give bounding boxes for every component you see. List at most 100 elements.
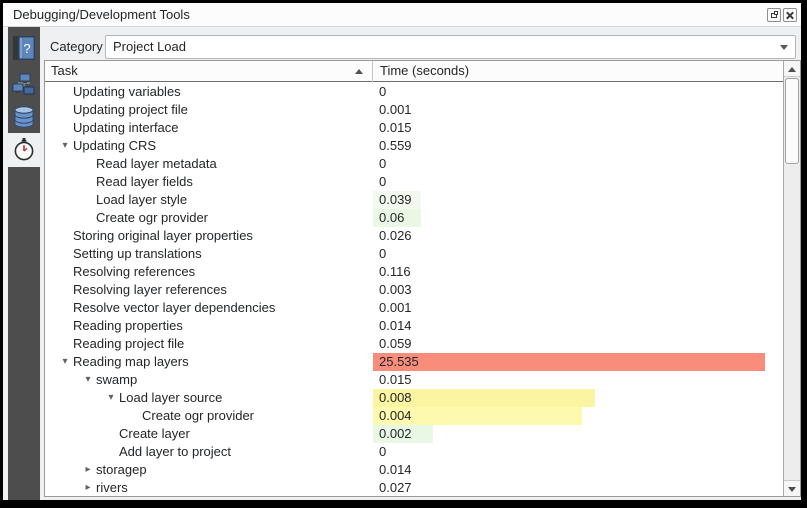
time-value: 0.001 [379, 102, 412, 117]
table-header: Task Time (seconds) [45, 61, 783, 82]
table-row[interactable]: Resolving layer references 0.003 [45, 281, 783, 299]
table-row[interactable]: ▸ storagep 0.014 [45, 461, 783, 479]
tool-tab-strip: ? [8, 27, 40, 500]
task-label: Resolving references [73, 264, 196, 279]
tab-api-help[interactable]: ? [8, 31, 40, 65]
stopwatch-icon [14, 138, 34, 161]
tree-expand-icon[interactable]: ▾ [108, 392, 114, 403]
task-label: Storing original layer properties [73, 228, 253, 243]
table-row[interactable]: Create layer 0.002 [45, 425, 783, 443]
time-value: 0.002 [379, 426, 412, 441]
time-value: 0.014 [379, 462, 412, 477]
task-label: rivers [96, 480, 128, 495]
table-row[interactable]: Read layer fields 0 [45, 173, 783, 191]
scroll-down-icon [788, 487, 796, 492]
time-value: 0.026 [379, 228, 412, 243]
table-row[interactable]: Updating variables 0 [45, 83, 783, 101]
time-value: 0 [379, 84, 387, 99]
table-row[interactable]: Resolve vector layer dependencies 0.001 [45, 299, 783, 317]
time-value: 0 [379, 174, 387, 189]
time-highlight-bar [373, 407, 582, 425]
table-row[interactable]: ▾ Updating CRS 0.559 [45, 137, 783, 155]
table-row[interactable]: Load layer style 0.039 [45, 191, 783, 209]
table-row[interactable]: Create ogr provider 0.004 [45, 407, 783, 425]
tab-profiler[interactable] [8, 133, 40, 167]
time-value: 0.06 [379, 210, 405, 225]
time-value: 25.535 [379, 354, 419, 369]
table-row[interactable]: ▾ Load layer source 0.008 [45, 389, 783, 407]
task-label: Reading map layers [73, 354, 189, 369]
task-label: Read layer metadata [96, 156, 217, 171]
time-value: 0.059 [379, 336, 412, 351]
scroll-down-button[interactable] [784, 480, 800, 496]
time-value: 0.004 [379, 408, 412, 423]
time-value: 0.014 [379, 318, 412, 333]
time-value: 0 [379, 156, 387, 171]
task-label: Load layer style [96, 192, 188, 207]
tree-expand-icon[interactable]: ▾ [85, 374, 91, 385]
tree-expand-icon[interactable]: ▸ [85, 464, 91, 475]
table-row[interactable]: Reading project file 0.059 [45, 335, 783, 353]
close-panel-button[interactable] [783, 8, 797, 22]
table-row[interactable]: Resolving references 0.116 [45, 263, 783, 281]
panel-title: Debugging/Development Tools [13, 7, 190, 22]
time-value: 0.559 [379, 138, 412, 153]
table-row[interactable]: Create ogr provider 0.06 [45, 209, 783, 227]
table-row[interactable]: Read layer metadata 0 [45, 155, 783, 173]
tab-query-logger[interactable] [8, 101, 40, 135]
svg-text:?: ? [23, 41, 30, 56]
task-label: Reading project file [73, 336, 185, 351]
network-icon [12, 73, 35, 95]
table-row[interactable]: ▸ rivers 0.027 [45, 479, 783, 496]
time-value: 0.008 [379, 390, 412, 405]
time-highlight-bar [373, 425, 433, 443]
table-row[interactable]: Setting up translations 0 [45, 245, 783, 263]
time-highlight-bar [373, 191, 421, 209]
task-label: Updating CRS [73, 138, 157, 153]
task-label: Create ogr provider [96, 210, 208, 225]
time-value: 0.039 [379, 192, 412, 207]
table-row[interactable]: ▾ Reading map layers 25.535 [45, 353, 783, 371]
time-value: 0.001 [379, 300, 412, 315]
column-header-task[interactable]: Task [45, 61, 373, 82]
time-value: 0.015 [379, 372, 412, 387]
task-label: Create layer [119, 426, 190, 441]
time-highlight-bar [373, 353, 765, 371]
table-row[interactable]: Add layer to project 0 [45, 443, 783, 461]
table-row[interactable]: ▾ swamp 0.015 [45, 371, 783, 389]
task-label: Create ogr provider [142, 408, 254, 423]
task-label: storagep [96, 462, 147, 477]
vertical-scrollbar[interactable] [783, 61, 800, 496]
sort-ascending-icon [355, 69, 363, 74]
task-label: Resolving layer references [73, 282, 227, 297]
time-value: 0.003 [379, 282, 412, 297]
scroll-up-button[interactable] [784, 61, 800, 77]
scrollbar-thumb[interactable] [785, 78, 799, 164]
task-label: Setting up translations [73, 246, 202, 261]
task-label: swamp [96, 372, 138, 387]
column-header-time[interactable]: Time (seconds) [380, 63, 470, 78]
table-row[interactable]: Reading properties 0.014 [45, 317, 783, 335]
category-label: Category [50, 39, 103, 54]
time-value: 0.116 [379, 264, 411, 279]
tree-expand-icon[interactable]: ▾ [62, 356, 68, 367]
time-value: 0.027 [379, 480, 412, 495]
category-select[interactable]: Project Load [105, 35, 796, 59]
debugging-tools-panel: Debugging/Development Tools ? [3, 3, 801, 500]
tree-expand-icon[interactable]: ▾ [62, 140, 68, 151]
titlebar: Debugging/Development Tools [3, 3, 801, 27]
time-highlight-bar [373, 209, 421, 227]
table-row[interactable]: Updating interface 0.015 [45, 119, 783, 137]
book-question-icon: ? [13, 36, 35, 60]
scroll-up-icon [788, 67, 796, 72]
tab-network-logger[interactable] [8, 69, 40, 103]
float-panel-button[interactable] [767, 8, 781, 22]
profiler-table: Task Time (seconds) Updating variables 0… [44, 60, 801, 497]
database-icon [14, 106, 34, 128]
table-row[interactable]: Storing original layer properties 0.026 [45, 227, 783, 245]
time-value: 0.015 [379, 120, 412, 135]
task-label: Updating project file [73, 102, 188, 117]
tree-expand-icon[interactable]: ▸ [85, 482, 91, 493]
table-row[interactable]: Updating project file 0.001 [45, 101, 783, 119]
chevron-down-icon [780, 45, 788, 50]
